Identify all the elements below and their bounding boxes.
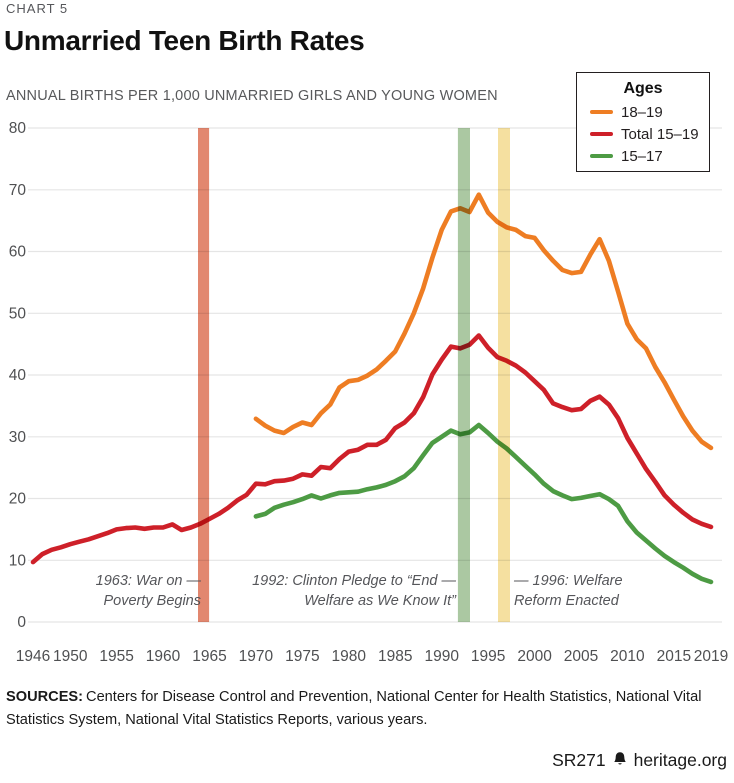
legend-item-label: 18–19 (621, 103, 663, 121)
svg-text:1960: 1960 (146, 648, 181, 665)
footer-site: heritage.org (633, 750, 727, 770)
svg-text:1990: 1990 (424, 648, 459, 665)
svg-text:60: 60 (9, 244, 27, 261)
legend-title: Ages (623, 80, 663, 97)
heritage-bell-icon (612, 751, 628, 772)
legend: Ages 18–19 Total 15–19 15–17 (576, 72, 710, 172)
svg-text:2005: 2005 (564, 648, 598, 665)
legend-item-label: 15–17 (621, 147, 663, 165)
page-title: Unmarried Teen Birth Rates (4, 25, 365, 56)
svg-text:2015: 2015 (657, 648, 691, 665)
svg-text:2010: 2010 (610, 648, 645, 665)
svg-text:10: 10 (9, 552, 27, 569)
svg-text:1985: 1985 (378, 648, 412, 665)
report-footer: SR271 heritage.org (552, 749, 727, 772)
svg-text:80: 80 (9, 120, 27, 137)
chart-number-label: CHART 5 (6, 1, 69, 16)
svg-text:1950: 1950 (53, 648, 88, 665)
report-number: SR271 (552, 750, 606, 770)
svg-text:20: 20 (9, 491, 27, 508)
svg-text:1970: 1970 (239, 648, 274, 665)
svg-text:2019: 2019 (694, 648, 728, 665)
sources-note: SOURCES: Centers for Disease Control and … (6, 686, 728, 731)
annotation-welfare-reform: — 1996: Welfare Reform Enacted (514, 573, 623, 609)
chart-subtitle: ANNUAL BIRTHS PER 1,000 UNMARRIED GIRLS … (6, 88, 498, 104)
svg-text:1955: 1955 (99, 648, 133, 665)
legend-item-label: Total 15–19 (621, 125, 699, 143)
legend-item: Total 15–19 (590, 125, 709, 143)
chart-plot: 0 10 20 30 40 50 60 70 80 1946 1950 1955 1960 1965 197… (9, 120, 728, 665)
legend-swatch-15-17 (590, 153, 613, 159)
legend-item: 15–17 (590, 147, 709, 165)
svg-text:1995: 1995 (471, 648, 505, 665)
svg-text:0: 0 (17, 614, 26, 631)
svg-text:1965: 1965 (192, 648, 226, 665)
svg-text:1980: 1980 (332, 648, 367, 665)
sources-text: Centers for Disease Control and Preventi… (6, 689, 702, 728)
legend-swatch-total-15-19 (590, 131, 613, 137)
annotation-war-on-poverty: 1963: War on — Poverty Begins (95, 573, 201, 609)
annotation-clinton-pledge: 1992: Clinton Pledge to “End — Welfare a… (252, 573, 456, 609)
svg-text:2000: 2000 (517, 648, 552, 665)
svg-text:1946: 1946 (16, 648, 50, 665)
svg-text:50: 50 (9, 305, 27, 322)
legend-swatch-18-19 (590, 109, 613, 115)
svg-text:30: 30 (9, 429, 27, 446)
svg-text:1975: 1975 (285, 648, 319, 665)
sources-label: SOURCES: (6, 689, 84, 705)
legend-item: 18–19 (590, 103, 709, 121)
svg-text:40: 40 (9, 367, 27, 384)
svg-text:70: 70 (9, 182, 27, 199)
